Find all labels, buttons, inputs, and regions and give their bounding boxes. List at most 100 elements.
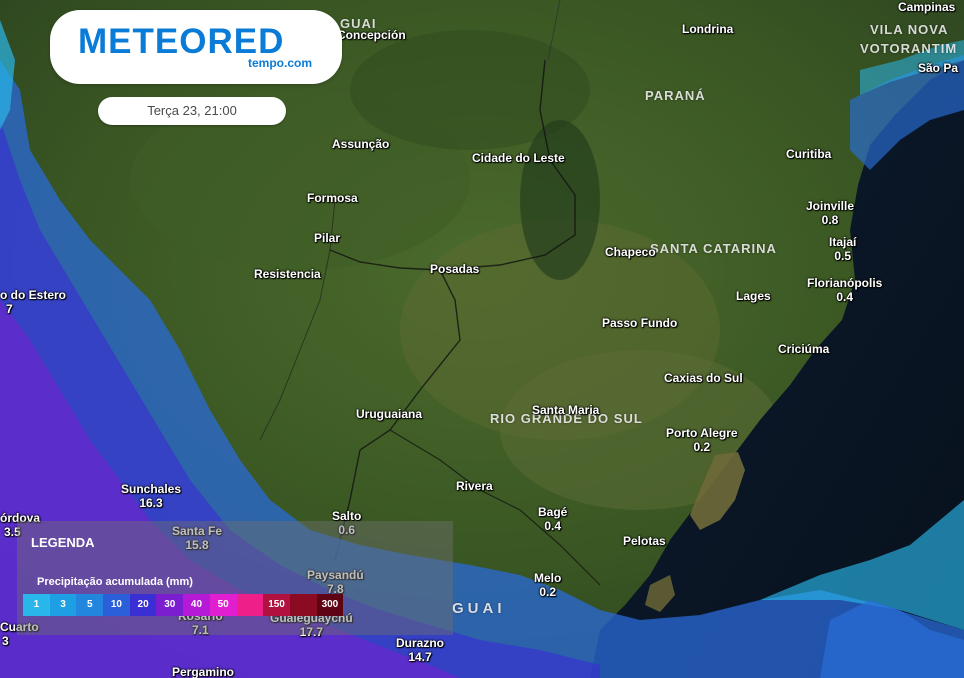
city-name: Campinas (898, 0, 956, 14)
city-label[interactable]: Londrina (682, 22, 733, 36)
precip-value: 7 (6, 302, 13, 316)
legend-cell: 300 (316, 594, 344, 616)
land-patch (130, 90, 470, 270)
city-name: Caxias do Sul (664, 371, 743, 385)
city-label[interactable]: São Pa (918, 61, 958, 75)
city-label[interactable]: Curitiba (786, 147, 831, 161)
lagoon (690, 452, 745, 530)
city-name: Pelotas (623, 534, 666, 548)
city-name: Concepción (337, 28, 406, 42)
city-label[interactable]: Sunchales 16.3 (121, 482, 181, 510)
city-label[interactable]: Caxias do Sul (664, 371, 743, 385)
city-label[interactable]: Salto 0.6 (332, 509, 361, 537)
city-label[interactable]: Itajaí 0.5 (829, 235, 856, 263)
city-name: Pilar (314, 231, 341, 245)
precip-value: 0.2 (539, 585, 557, 599)
legend-cell: 10 (103, 594, 130, 616)
precip-value: 7.1 (192, 623, 209, 637)
city-label[interactable]: Concepción (337, 28, 406, 42)
legend-title: LEGENDA (31, 535, 95, 550)
city-label[interactable]: Paysandú 7.8 (307, 568, 364, 596)
city-label[interactable]: Assunção (332, 137, 389, 151)
city-label[interactable]: Santa Maria (532, 403, 599, 417)
precip-value: 0.6 (338, 523, 356, 537)
precip-value: 3 (2, 634, 9, 648)
city-name: Resistencia (254, 267, 321, 281)
city-label[interactable]: Porto Alegre 0.2 (666, 426, 738, 454)
city-name: Itajaí (829, 235, 857, 249)
city-label[interactable]: Bagé 0.4 (538, 505, 567, 533)
city-name: Uruguaiana (356, 407, 423, 421)
city-label[interactable]: Joinville 0.8 (806, 199, 854, 227)
city-name: Chapeco (605, 245, 656, 259)
region-label: VILA NOVA (870, 22, 949, 37)
precip-value: 15.8 (185, 538, 209, 552)
ocean (590, 60, 964, 678)
precip-value: 0.4 (836, 290, 854, 304)
city-name: Assunção (332, 137, 390, 151)
legend-panel: LEGENDA Precipitação acumulada (mm) 1 3 … (17, 521, 453, 635)
city-name: Durazno (396, 636, 444, 650)
precip-value: 7.8 (327, 582, 344, 596)
city-label[interactable]: Uruguaiana (356, 407, 422, 421)
city-label[interactable]: Cidade do Leste (472, 151, 565, 165)
precip-area (0, 20, 15, 130)
border-line (547, 0, 561, 61)
city-label[interactable]: o do Estero 7 (0, 288, 66, 316)
city-name: Salto (332, 509, 362, 523)
legend-cell: 3 (49, 594, 77, 616)
legend-cell: 50 (209, 594, 237, 616)
city-label[interactable]: Pilar (314, 231, 340, 245)
legend-cell: 20 (129, 594, 157, 616)
city-name: o do Estero (0, 288, 67, 302)
precip-value: 0.8 (821, 213, 839, 227)
legend-cell: 40 (183, 594, 210, 616)
city-label[interactable]: Lages (736, 289, 771, 303)
city-name: Melo (534, 571, 562, 585)
precip-value: 14.7 (408, 650, 432, 664)
city-label[interactable]: Campinas (898, 0, 955, 14)
region-label: RIO GRANDE DO SUL (490, 411, 643, 426)
city-label[interactable]: Melo 0.2 (534, 571, 561, 599)
city-label[interactable]: Pelotas (623, 534, 666, 548)
precip-value: 16.3 (139, 496, 163, 510)
forest-patch (520, 120, 600, 280)
city-label[interactable]: órdova 3.5 (0, 511, 40, 539)
city-label[interactable]: Resistencia (254, 267, 321, 281)
legend-cell: 30 (156, 594, 184, 616)
city-label[interactable]: Cuarto 3 (0, 620, 39, 648)
city-label[interactable]: Durazno 14.7 (396, 636, 444, 664)
city-label[interactable]: Posadas (430, 262, 479, 276)
city-name: Santa Maria (532, 403, 600, 417)
city-name: Porto Alegre (666, 426, 738, 440)
region-label: GUAI (452, 600, 506, 617)
city-name: Londrina (682, 22, 734, 36)
legend-cell: 5 (76, 594, 104, 616)
city-name: Sunchales (121, 482, 182, 496)
precip-value: 17.7 (299, 625, 324, 639)
border-line (389, 429, 601, 586)
city-name: Posadas (430, 262, 480, 276)
city-label[interactable]: Santa Fe 15.8 (172, 524, 222, 552)
city-label[interactable]: Pergamino (172, 665, 234, 678)
city-name: Rivera (456, 479, 493, 493)
city-label[interactable]: Rivera (456, 479, 493, 493)
brand-logo[interactable]: METEORED tempo.com (50, 10, 342, 84)
city-label[interactable]: Florianópolis 0.4 (807, 276, 882, 304)
legend-cell: 1 (23, 594, 50, 616)
precip-value: 0.5 (834, 249, 852, 263)
city-name: Joinville (806, 199, 855, 213)
city-label[interactable]: Criciúma (778, 342, 829, 356)
city-label[interactable]: Formosa (307, 191, 358, 205)
city-name: órdova (0, 511, 41, 525)
precip-area (850, 55, 964, 170)
legend-cell: 150 (263, 594, 290, 616)
city-label[interactable]: Passo Fundo (602, 316, 677, 330)
city-name: Santa Fe (172, 524, 223, 538)
city-name: Bagé (538, 505, 568, 519)
city-label[interactable]: Chapeco (605, 245, 656, 259)
city-name: Paysandú (307, 568, 364, 582)
border-line (334, 269, 461, 561)
